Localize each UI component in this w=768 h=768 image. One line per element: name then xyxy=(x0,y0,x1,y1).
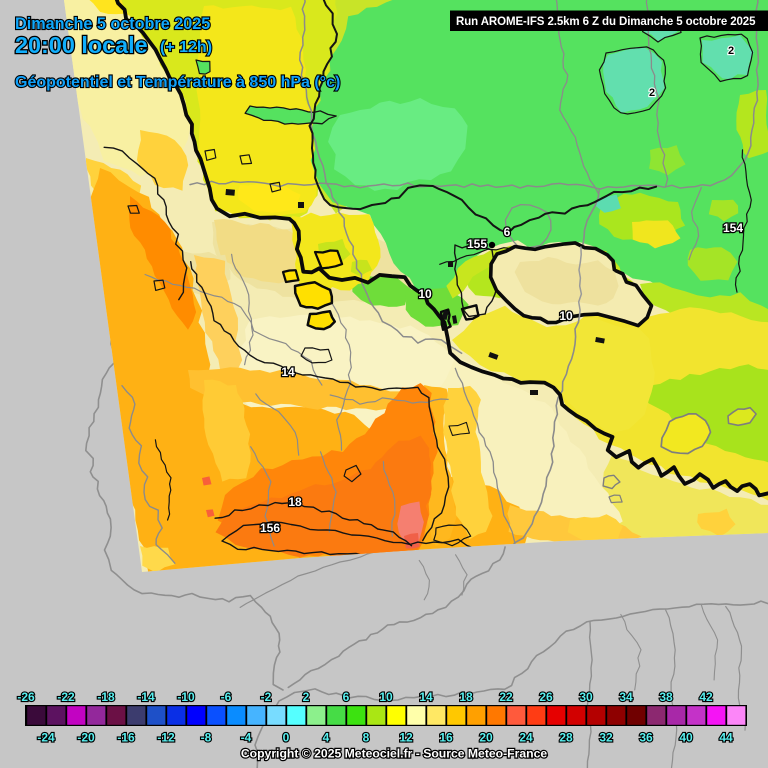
svg-text:-18: -18 xyxy=(97,690,115,704)
svg-text:2: 2 xyxy=(649,87,655,99)
svg-text:18: 18 xyxy=(459,690,473,704)
svg-text:20: 20 xyxy=(479,731,493,745)
svg-text:-22: -22 xyxy=(57,690,75,704)
svg-text:28: 28 xyxy=(559,731,573,745)
svg-text:32: 32 xyxy=(599,731,613,745)
svg-text:-2: -2 xyxy=(261,690,272,704)
svg-text:-16: -16 xyxy=(117,731,135,745)
svg-text:154: 154 xyxy=(723,221,743,235)
svg-text:40: 40 xyxy=(679,731,693,745)
svg-text:20:00 locale: 20:00 locale xyxy=(15,32,148,58)
svg-text:Dimanche 5 octobre 2025: Dimanche 5 octobre 2025 xyxy=(15,15,210,33)
svg-text:6: 6 xyxy=(504,225,511,239)
svg-text:-6: -6 xyxy=(221,690,232,704)
svg-text:-24: -24 xyxy=(37,731,55,745)
svg-text:156: 156 xyxy=(260,521,280,535)
svg-text:10: 10 xyxy=(379,690,393,704)
svg-text:-20: -20 xyxy=(77,731,95,745)
svg-text:-12: -12 xyxy=(157,731,175,745)
svg-text:14: 14 xyxy=(419,690,433,704)
svg-text:24: 24 xyxy=(519,731,533,745)
svg-text:Copyright © 2025 Meteociel.fr: Copyright © 2025 Meteociel.fr - Source M… xyxy=(241,747,548,761)
svg-text:4: 4 xyxy=(323,731,330,745)
svg-text:0: 0 xyxy=(283,731,290,745)
svg-text:Géopotentiel et Température à: Géopotentiel et Température à 850 hPa (°… xyxy=(15,74,340,91)
svg-text:12: 12 xyxy=(399,731,413,745)
svg-text:22: 22 xyxy=(499,690,513,704)
svg-text:10: 10 xyxy=(418,287,432,301)
svg-text:-26: -26 xyxy=(17,690,35,704)
svg-text:14: 14 xyxy=(281,365,295,379)
svg-text:155: 155 xyxy=(467,237,487,251)
svg-text:-4: -4 xyxy=(241,731,252,745)
svg-text:18: 18 xyxy=(288,495,302,509)
svg-text:Run AROME-IFS 2.5km 6 Z du Dim: Run AROME-IFS 2.5km 6 Z du Dimanche 5 oc… xyxy=(456,16,756,28)
svg-text:34: 34 xyxy=(619,690,633,704)
svg-text:44: 44 xyxy=(719,731,733,745)
svg-text:-10: -10 xyxy=(177,690,195,704)
svg-text:2: 2 xyxy=(303,690,310,704)
svg-text:2: 2 xyxy=(728,45,734,57)
svg-text:26: 26 xyxy=(539,690,553,704)
svg-text:10: 10 xyxy=(559,309,573,323)
svg-text:-14: -14 xyxy=(137,690,155,704)
svg-text:42: 42 xyxy=(699,690,713,704)
svg-text:-8: -8 xyxy=(201,731,212,745)
svg-text:36: 36 xyxy=(639,731,653,745)
svg-text:(+ 12h): (+ 12h) xyxy=(160,39,212,56)
svg-text:38: 38 xyxy=(659,690,673,704)
svg-text:8: 8 xyxy=(363,731,370,745)
svg-text:30: 30 xyxy=(579,690,593,704)
svg-text:16: 16 xyxy=(439,731,453,745)
svg-text:6: 6 xyxy=(343,690,350,704)
